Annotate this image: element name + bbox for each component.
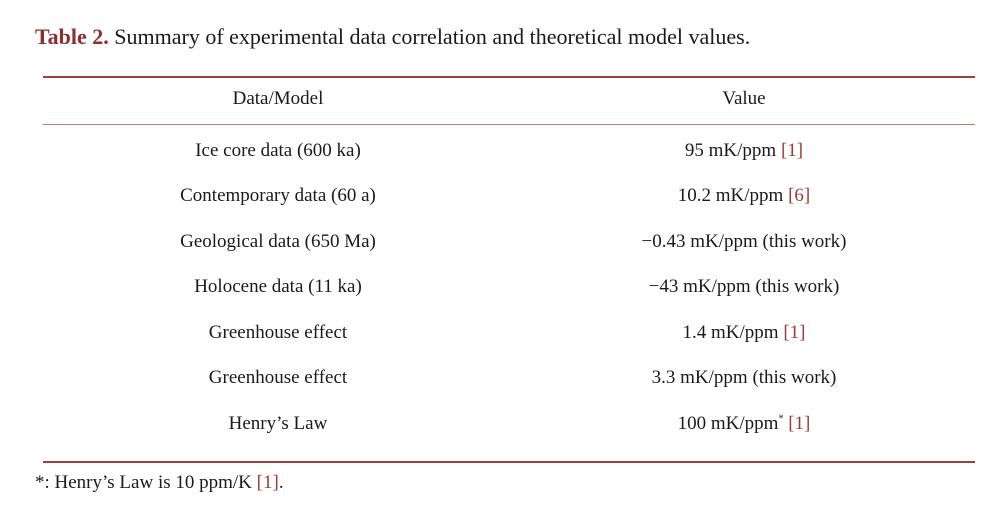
header-data-model: Data/Model — [232, 88, 324, 109]
table-caption: Table 2. Summary of experimental data co… — [35, 24, 750, 50]
table-row: Ice core data (600 ka) 95 mK/ppm [1] — [43, 140, 975, 170]
header-value: Value — [722, 88, 766, 109]
footnote-end: . — [278, 472, 284, 493]
cell-model: Henry’s Law — [228, 413, 328, 434]
cell-value: 95 mK/ppm [1] — [513, 140, 975, 162]
caption-text: Summary of experimental data correlation… — [108, 24, 751, 49]
table-header-rule — [43, 124, 975, 125]
cell-value: 10.2 mK/ppm [6] — [513, 185, 975, 207]
cell-value: −43 mK/ppm (this work) — [648, 276, 840, 297]
table-header-row: Data/Model Value — [43, 88, 975, 118]
cell-value: −0.43 mK/ppm (this work) — [641, 231, 847, 252]
caption-label: Table 2. — [35, 24, 109, 49]
cell-model: Contemporary data (60 a) — [180, 185, 376, 206]
table-row: Greenhouse effect 3.3 mK/ppm (this work) — [43, 367, 975, 397]
cell-model: Geological data (650 Ma) — [180, 231, 376, 252]
footnote-marker: * — [778, 413, 784, 425]
value-text: 95 mK/ppm — [684, 140, 777, 161]
table-row: Contemporary data (60 a) 10.2 mK/ppm [6] — [43, 185, 975, 215]
cell-value: 1.4 mK/ppm [1] — [513, 322, 975, 344]
reference-link[interactable]: [1] — [780, 140, 804, 161]
table-row: Geological data (650 Ma) −0.43 mK/ppm (t… — [43, 231, 975, 261]
reference-link[interactable]: [6] — [788, 185, 811, 206]
reference-link[interactable]: [1] — [788, 413, 811, 434]
table-bottom-rule — [43, 461, 975, 463]
cell-model: Greenhouse effect — [208, 367, 348, 388]
cell-value: 3.3 mK/ppm (this work) — [651, 367, 837, 388]
footnote-reference-link[interactable]: [1] — [256, 472, 279, 493]
table-footnote: *: Henry’s Law is 10 ppm/K [1]. — [35, 472, 284, 494]
value-text: 10.2 mK/ppm — [677, 185, 784, 206]
table-row: Greenhouse effect 1.4 mK/ppm [1] — [43, 322, 975, 352]
table-top-rule — [43, 76, 975, 78]
table-row: Holocene data (11 ka) −43 mK/ppm (this w… — [43, 276, 975, 306]
value-text: 100 mK/ppm — [677, 413, 779, 434]
cell-model: Holocene data (11 ka) — [194, 276, 362, 297]
cell-model: Greenhouse effect — [208, 322, 348, 343]
footnote-text: *: Henry’s Law is 10 ppm/K — [35, 472, 257, 493]
reference-link[interactable]: [1] — [783, 322, 806, 343]
value-text: 1.4 mK/ppm — [682, 322, 779, 343]
cell-value: 100 mK/ppm* [1] — [513, 413, 975, 435]
table-row: Henry’s Law 100 mK/ppm* [1] — [43, 413, 975, 443]
cell-model: Ice core data (600 ka) — [195, 140, 361, 161]
